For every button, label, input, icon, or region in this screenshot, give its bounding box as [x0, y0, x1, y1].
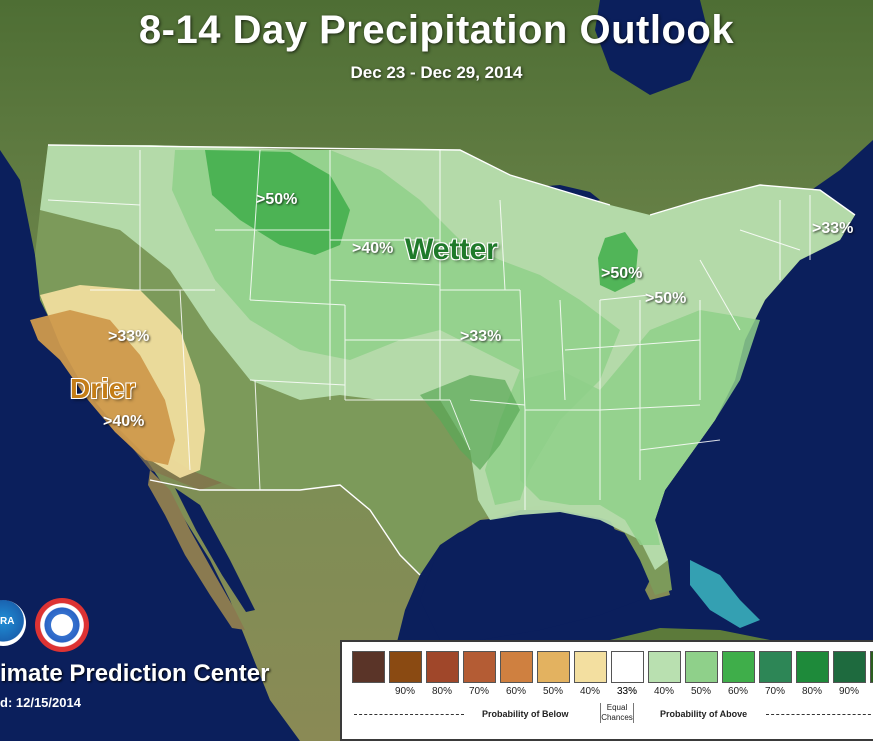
legend-swatch: [833, 651, 866, 683]
legend-swatch: [796, 651, 829, 683]
legend-tick-label: 90%: [838, 686, 859, 697]
label-ca-33: >33%: [108, 328, 150, 345]
label-mi-50: >50%: [601, 265, 643, 282]
legend-swatch: [685, 651, 718, 683]
legend-swatch: [426, 651, 459, 683]
legend-below-label: Probability of Below: [482, 709, 569, 719]
label-wetter: Wetter: [405, 233, 498, 266]
legend-swatch: [611, 651, 644, 683]
wet-50-montana: [205, 150, 350, 255]
footer-center-name: imate Prediction Center: [0, 660, 270, 687]
legend-tick-label: 40%: [653, 686, 674, 697]
legend-tick-label: 90%: [394, 686, 415, 697]
national-borders: [47, 144, 856, 576]
wet-40-south-central: [420, 375, 520, 470]
label-central-40: >40%: [352, 240, 394, 257]
legend-swatch: [648, 651, 681, 683]
legend-swatch: [722, 651, 755, 683]
legend-above-label: Probability of Above: [660, 709, 748, 719]
label-lakes-50: >50%: [645, 290, 687, 307]
legend-swatch: [463, 651, 496, 683]
legend-tick-label: 80%: [801, 686, 822, 697]
legend-tick-label: 70%: [764, 686, 785, 697]
hudson-bay: [595, 0, 710, 95]
gulf-of-mexico: [420, 515, 650, 640]
legend-tick-label: 40%: [579, 686, 600, 697]
dry-40-region: [30, 310, 175, 465]
legend: 90% 80% 70% 60% 50% 40% 33% 33% 40% 50% 60% 70% 80% 9…: [340, 640, 873, 741]
legend-arrow-below: [354, 714, 464, 715]
legend-tick-label: 33%: [616, 686, 637, 697]
label-drier: Drier: [70, 373, 136, 404]
page-subtitle: Dec 23 - Dec 29, 2014: [350, 63, 523, 82]
gulf-of-california: [175, 488, 255, 612]
wet-50-michigan: [598, 232, 638, 292]
legend-arrow-above: [766, 714, 873, 715]
legend-swatch: [389, 651, 422, 683]
legend-tick-label: 50%: [542, 686, 563, 697]
legend-equal-label: Equal Chances: [600, 703, 634, 723]
footer-issued: d: 12/15/2014: [0, 695, 81, 710]
land-baja: [148, 470, 245, 630]
legend-tick-label: 60%: [727, 686, 748, 697]
page-title: 8-14 Day Precipitation Outlook: [138, 8, 735, 52]
bahamas-shallows: [690, 560, 760, 628]
label-nw-50: >50%: [256, 191, 298, 208]
legend-swatch: [500, 651, 533, 683]
legend-tick-label: 70%: [468, 686, 489, 697]
legend-tick-label: 33%: [616, 686, 637, 697]
legend-swatch: [759, 651, 792, 683]
state-borders: [47, 149, 811, 510]
noaa-logo-text: RA: [0, 616, 15, 627]
legend-tick-label: 50%: [690, 686, 711, 697]
legend-swatch: [870, 651, 873, 683]
legend-tick-label: 80%: [431, 686, 452, 697]
label-ca-40: >40%: [103, 413, 145, 430]
legend-tick-label: 60%: [505, 686, 526, 697]
label-ne-33: >33%: [812, 220, 854, 237]
legend-swatch: [537, 651, 570, 683]
nws-logo: [35, 598, 89, 652]
legend-swatch: [352, 651, 385, 683]
nws-logo-center: [51, 614, 73, 636]
label-mid-33: >33%: [460, 328, 502, 345]
legend-swatch: [574, 651, 607, 683]
